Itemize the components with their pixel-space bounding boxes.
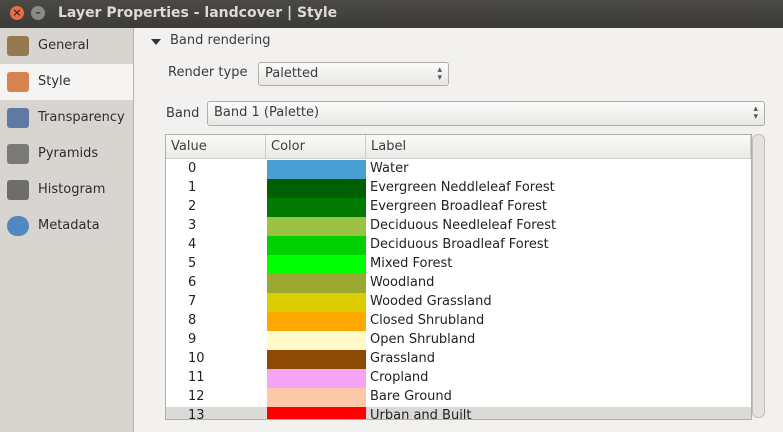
label-cell: Evergreen Broadleaf Forest — [370, 199, 548, 214]
sidebar-label: Style — [38, 74, 71, 89]
palette-table: Value Color Label 0 Water 1 Evergreen Neddlele… — [165, 134, 752, 420]
minimize-button[interactable]: – — [31, 6, 45, 20]
column-header-text: Color — [271, 139, 305, 154]
color-swatch[interactable] — [267, 331, 366, 350]
color-swatch[interactable] — [267, 312, 366, 331]
combo-arrows: ▴ ▾ — [753, 104, 758, 122]
label-cell: Closed Shrubland — [370, 313, 485, 328]
render-type-combo[interactable]: Paletted ▴ ▾ — [258, 62, 449, 86]
label-cell: Water — [370, 161, 409, 176]
table-row[interactable]: 9 Open Shrubland — [166, 331, 751, 350]
label-cell: Open Shrubland — [370, 332, 476, 347]
label-cell: Cropland — [370, 370, 429, 385]
column-header[interactable]: Color — [266, 135, 366, 159]
value-cell: 2 — [188, 199, 197, 214]
color-swatch[interactable] — [267, 407, 366, 419]
color-swatch[interactable] — [267, 198, 366, 217]
sidebar-icon — [7, 72, 29, 92]
label-cell: Evergreen Neddleleaf Forest — [370, 180, 555, 195]
column-header[interactable]: Value — [166, 135, 266, 159]
sidebar-item[interactable]: Style — [0, 64, 133, 100]
table-row[interactable]: 5 Mixed Forest — [166, 255, 751, 274]
column-header[interactable]: Label — [366, 135, 751, 159]
label-cell: Urban and Built — [370, 408, 472, 420]
value-cell: 4 — [188, 237, 197, 252]
column-header-text: Value — [171, 139, 207, 154]
color-swatch[interactable] — [267, 179, 366, 198]
label-cell: Mixed Forest — [370, 256, 453, 271]
table-row[interactable]: 13 Urban and Built — [166, 407, 751, 420]
window-title: Layer Properties - landcover | Style — [58, 5, 338, 21]
color-swatch[interactable] — [267, 217, 366, 236]
sidebar-icon — [7, 180, 29, 200]
table-row[interactable]: 11 Cropland — [166, 369, 751, 388]
color-swatch[interactable] — [267, 255, 366, 274]
sidebar-icon — [7, 108, 29, 128]
sidebar-item[interactable]: Metadata — [0, 208, 133, 244]
color-swatch[interactable] — [267, 160, 366, 179]
sidebar-label: General — [38, 38, 90, 53]
band-combo[interactable]: Band 1 (Palette) ▴ ▾ — [207, 101, 765, 126]
value-cell: 0 — [188, 161, 197, 176]
value-cell: 11 — [188, 370, 205, 385]
label-cell: Wooded Grassland — [370, 294, 492, 309]
render-type-value: Paletted — [265, 66, 319, 81]
scrollbar[interactable] — [752, 134, 765, 418]
value-cell: 8 — [188, 313, 197, 328]
label-cell: Bare Ground — [370, 389, 452, 404]
sidebar-item[interactable]: General — [0, 28, 133, 64]
sidebar-label: Pyramids — [38, 146, 99, 161]
value-cell: 6 — [188, 275, 197, 290]
sidebar-label: Histogram — [38, 182, 106, 197]
sidebar-item[interactable]: Histogram — [0, 172, 133, 208]
close-button[interactable]: × — [10, 6, 24, 20]
table-row[interactable]: 7 Wooded Grassland — [166, 293, 751, 312]
table-row[interactable]: 3 Deciduous Needleleaf Forest — [166, 217, 751, 236]
band-value: Band 1 (Palette) — [214, 105, 320, 120]
render-type-label: Render type — [168, 65, 248, 80]
table-row[interactable]: 8 Closed Shrubland — [166, 312, 751, 331]
value-cell: 10 — [188, 351, 205, 366]
color-swatch[interactable] — [267, 293, 366, 312]
value-cell: 1 — [188, 180, 197, 195]
label-cell: Woodland — [370, 275, 435, 290]
color-swatch[interactable] — [267, 274, 366, 293]
title-bar: × – Layer Properties - landcover | Style — [0, 0, 783, 28]
value-cell: 3 — [188, 218, 197, 233]
table-row[interactable]: 0 Water — [166, 160, 751, 179]
table-row[interactable]: 12 Bare Ground — [166, 388, 751, 407]
label-cell: Deciduous Broadleaf Forest — [370, 237, 549, 252]
label-cell: Deciduous Needleleaf Forest — [370, 218, 557, 233]
table-row[interactable]: 10 Grassland — [166, 350, 751, 369]
color-swatch[interactable] — [267, 369, 366, 388]
table-row[interactable]: 6 Woodland — [166, 274, 751, 293]
value-cell: 7 — [188, 294, 197, 309]
table-row[interactable]: 2 Evergreen Broadleaf Forest — [166, 198, 751, 217]
sidebar-label: Transparency — [38, 110, 125, 125]
value-cell: 12 — [188, 389, 205, 404]
table-row[interactable]: 4 Deciduous Broadleaf Forest — [166, 236, 751, 255]
collapse-arrow[interactable] — [150, 36, 162, 48]
sidebar-icon — [7, 216, 29, 236]
label-cell: Grassland — [370, 351, 435, 366]
table-row[interactable]: 1 Evergreen Neddleleaf Forest — [166, 179, 751, 198]
value-cell: 13 — [188, 408, 205, 420]
sidebar: General Style Transparency Pyramids Histogra… — [0, 28, 134, 432]
combo-arrows: ▴ ▾ — [437, 65, 442, 83]
section-title: Band rendering — [170, 33, 271, 48]
value-cell: 5 — [188, 256, 197, 271]
sidebar-icon — [7, 36, 29, 56]
column-header-text: Label — [371, 139, 407, 154]
band-label: Band — [166, 106, 200, 121]
value-cell: 9 — [188, 332, 197, 347]
sidebar-item[interactable]: Pyramids — [0, 136, 133, 172]
color-swatch[interactable] — [267, 350, 366, 369]
sidebar-label: Metadata — [38, 218, 100, 233]
sidebar-item[interactable]: Transparency — [0, 100, 133, 136]
sidebar-icon — [7, 144, 29, 164]
color-swatch[interactable] — [267, 236, 366, 255]
color-swatch[interactable] — [267, 388, 366, 407]
